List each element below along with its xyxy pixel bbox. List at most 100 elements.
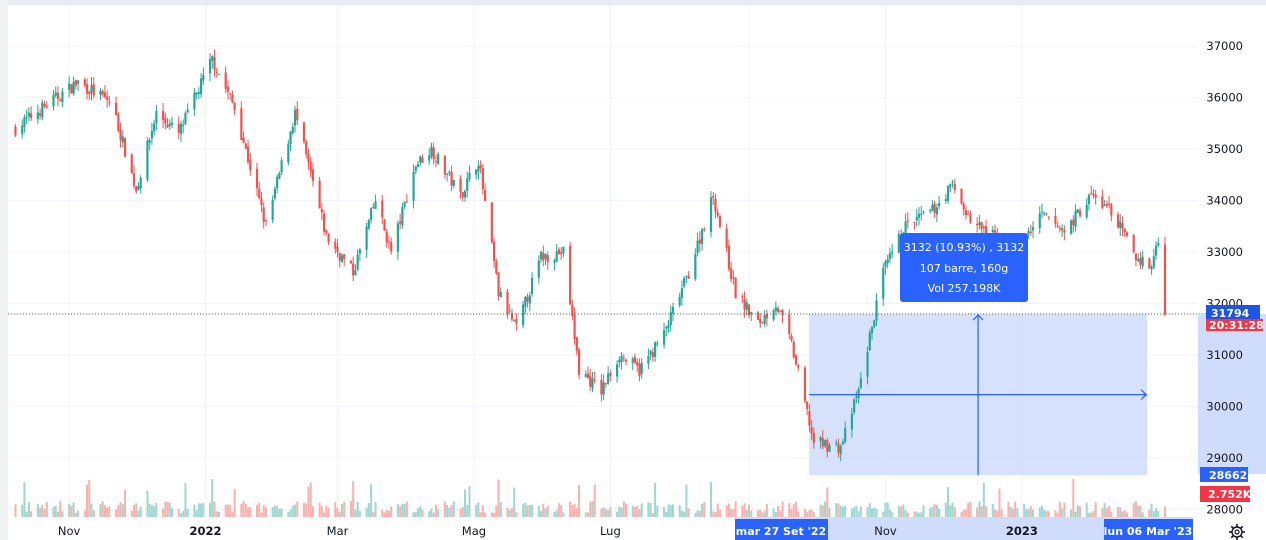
gear-icon-hub: [1234, 529, 1240, 535]
x-tick-label: 2022: [190, 524, 222, 538]
volume-bar: [888, 509, 891, 517]
volume-bar: [683, 511, 686, 517]
gear-icon[interactable]: [1229, 524, 1245, 540]
candle-body: [839, 446, 842, 455]
candles: [14, 49, 1167, 462]
candle-body: [920, 213, 923, 215]
candle-body: [497, 272, 500, 296]
volume-bar: [1079, 506, 1082, 517]
candle-body: [1058, 228, 1061, 230]
candle-body: [1078, 210, 1082, 216]
candle-body: [982, 226, 985, 228]
candle-body: [148, 139, 151, 143]
volume-bar: [475, 504, 478, 517]
candle-body: [197, 92, 200, 94]
volume-bar: [1076, 504, 1079, 517]
candle-body: [390, 242, 393, 252]
date-range-start-box: [735, 519, 828, 540]
candle-body: [463, 191, 467, 198]
volume-bar: [515, 512, 518, 517]
volume-bar: [560, 504, 563, 517]
volume-bar: [497, 479, 500, 517]
volume-bar: [166, 502, 169, 517]
candle-body: [255, 168, 259, 189]
candle-body: [309, 161, 312, 172]
volume-bar: [855, 505, 858, 517]
candle-body: [273, 188, 276, 199]
candle-body: [609, 373, 612, 377]
candle-body: [168, 123, 171, 127]
candle-body: [1101, 196, 1104, 208]
volume-bar: [383, 512, 386, 517]
candle-body: [186, 109, 189, 113]
volume-bar: [320, 506, 323, 517]
volume-bar: [365, 507, 368, 517]
candle-body: [685, 275, 688, 277]
candle-body: [803, 367, 807, 402]
volume-bar: [618, 506, 621, 517]
volume-bar: [307, 486, 310, 517]
volume-bar: [432, 512, 435, 517]
candle-body: [101, 91, 104, 95]
candle-body: [68, 83, 71, 90]
candle-body: [492, 241, 496, 262]
candle-body: [119, 129, 122, 141]
volume-bar: [669, 504, 672, 517]
candle-body: [678, 296, 681, 306]
volume-bar: [1009, 506, 1012, 517]
candle-body: [774, 307, 777, 311]
volume-bar: [964, 509, 967, 517]
candle-body: [354, 270, 357, 276]
candle-body: [85, 84, 89, 94]
volume-bar: [137, 510, 140, 517]
candle-body: [193, 92, 196, 110]
volume-bar: [291, 505, 294, 517]
candle-body: [868, 332, 871, 351]
time-axis[interactable]: Nov2022MarMagLugSetNov2023: [58, 517, 1193, 540]
volume-bar: [540, 511, 543, 517]
candle-body: [788, 314, 791, 335]
price-axis[interactable]: 3700036000350003400033000320003100030000…: [1198, 39, 1266, 516]
volume-bar: [969, 501, 972, 517]
last-price-badge: 31794 20:31:28: [1206, 305, 1264, 332]
volume-bar: [119, 502, 122, 517]
candle-body: [837, 443, 840, 453]
volume-bar: [929, 508, 932, 517]
volume-bar: [83, 510, 86, 517]
candle-body: [1047, 216, 1050, 218]
volume-bar: [200, 503, 203, 517]
volume-bar: [1139, 505, 1142, 517]
candle-body: [808, 411, 811, 426]
candle-body: [1107, 203, 1111, 205]
volume-bar: [824, 501, 827, 517]
volume-bar: [866, 507, 869, 517]
candle-body: [208, 59, 212, 74]
volume-bar: [459, 508, 462, 517]
volume-bar: [1108, 505, 1111, 517]
volume-bar: [421, 509, 424, 517]
volume-bar: [481, 505, 484, 517]
candle-body: [991, 230, 994, 233]
candle-body: [475, 169, 478, 175]
candle-body: [448, 171, 451, 173]
volume-bar: [343, 502, 346, 517]
candle-body: [528, 295, 531, 304]
volume-bar: [906, 512, 909, 517]
volume-bar: [727, 503, 730, 517]
candle-body: [23, 117, 26, 127]
candle-body: [52, 95, 55, 107]
candle-body: [763, 315, 766, 324]
volume-bar: [544, 508, 547, 517]
volume-bar: [994, 509, 997, 517]
candle-body: [1074, 210, 1077, 227]
volume-bar: [654, 482, 657, 517]
candle-body: [202, 74, 205, 81]
candle-body: [490, 202, 493, 243]
time-axis-range-highlight: [735, 517, 1193, 540]
candle-body: [857, 388, 860, 399]
volume-bar: [209, 502, 212, 517]
volume-bar: [323, 512, 326, 517]
candle-body: [481, 168, 484, 190]
candle-body: [891, 251, 894, 254]
